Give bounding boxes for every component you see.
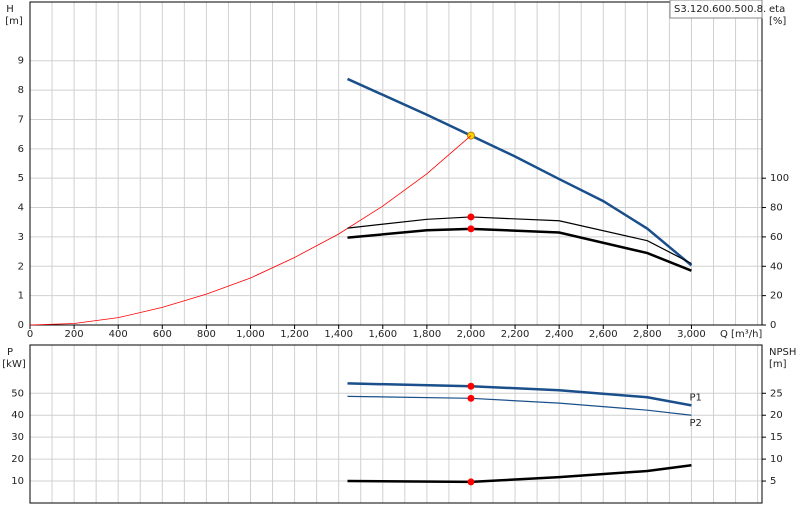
y-tick-label: 7 — [18, 114, 24, 125]
y-tick-label: 50 — [11, 388, 24, 399]
x-tick-label: 200 — [65, 329, 84, 340]
x-tick-label: 2,000 — [457, 329, 486, 340]
y2-tick-label: 20 — [770, 291, 783, 302]
x-tick-label: 1,600 — [368, 329, 397, 340]
series-label: P2 — [689, 418, 701, 429]
x-tick-label: 1,800 — [413, 329, 442, 340]
y-tick-label: 6 — [18, 144, 24, 155]
series-line — [347, 464, 692, 484]
y2-tick-label: 15 — [770, 432, 783, 443]
y2-tick-label: 60 — [770, 232, 783, 243]
y-axis-unit: [kW] — [2, 359, 26, 370]
y2-tick-label: 40 — [770, 261, 783, 272]
plot-frame — [29, 1, 763, 326]
y2-tick-label: 25 — [770, 388, 783, 399]
series-line — [347, 227, 692, 272]
y-tick-label: 20 — [11, 454, 24, 465]
x-tick-label: 1,400 — [324, 329, 353, 340]
x-tick-label: 3,000 — [677, 329, 706, 340]
series-line — [29, 135, 472, 326]
x-tick-label: 2,800 — [633, 329, 662, 340]
y-tick-label: 0 — [18, 320, 24, 331]
series-line — [347, 216, 692, 265]
y-tick-label: 30 — [11, 432, 24, 443]
x-tick-label: 1,000 — [236, 329, 265, 340]
duty-point — [467, 213, 475, 221]
duty-point — [467, 394, 475, 402]
x-tick-label: 2,200 — [501, 329, 530, 340]
y2-tick-label: 80 — [770, 203, 783, 214]
y2-tick-label: 20 — [770, 410, 783, 421]
y-tick-label: 2 — [18, 261, 24, 272]
series-line — [347, 382, 692, 407]
y-tick-label: 5 — [18, 173, 24, 184]
x-tick-label: 1,200 — [280, 329, 309, 340]
x-tick-label: 2,600 — [589, 329, 618, 340]
y2-tick-label: 5 — [770, 476, 776, 487]
y2-tick-label: 0 — [770, 320, 776, 331]
y-tick-label: 8 — [18, 85, 24, 96]
x-tick-label: 800 — [197, 329, 216, 340]
title-box — [669, 0, 763, 19]
x-tick-label: 600 — [153, 329, 172, 340]
x-axis-label: Q [m³/h] — [720, 329, 762, 340]
y-axis-label: P — [7, 347, 13, 358]
y-tick-label: 3 — [18, 232, 24, 243]
y2-tick-label: 100 — [770, 173, 789, 184]
chart-title: S3.120.600.500.8. — [674, 4, 766, 15]
duty-point — [467, 225, 475, 233]
y-tick-label: 1 — [18, 291, 24, 302]
y2-axis-label: NPSH — [769, 347, 796, 358]
y-axis-label: H — [6, 4, 14, 15]
y2-axis-unit: [%] — [769, 16, 786, 27]
y-tick-label: 40 — [11, 410, 24, 421]
y2-axis-label: eta — [769, 4, 785, 15]
y-tick-label: 9 — [18, 56, 24, 67]
y2-tick-label: 10 — [770, 454, 783, 465]
y-tick-label: 4 — [18, 203, 24, 214]
x-tick-label: 2,400 — [545, 329, 574, 340]
x-tick-label: 0 — [27, 329, 33, 340]
duty-point — [467, 478, 475, 486]
plot-frame — [29, 344, 763, 504]
series-line — [347, 395, 692, 416]
y-tick-label: 10 — [11, 476, 24, 487]
y2-axis-unit: [m] — [769, 359, 787, 370]
series-label: P1 — [689, 392, 701, 403]
x-tick-label: 400 — [109, 329, 128, 340]
series-line — [346, 77, 693, 267]
duty-point — [467, 382, 475, 390]
y-axis-unit: [m] — [5, 16, 23, 27]
